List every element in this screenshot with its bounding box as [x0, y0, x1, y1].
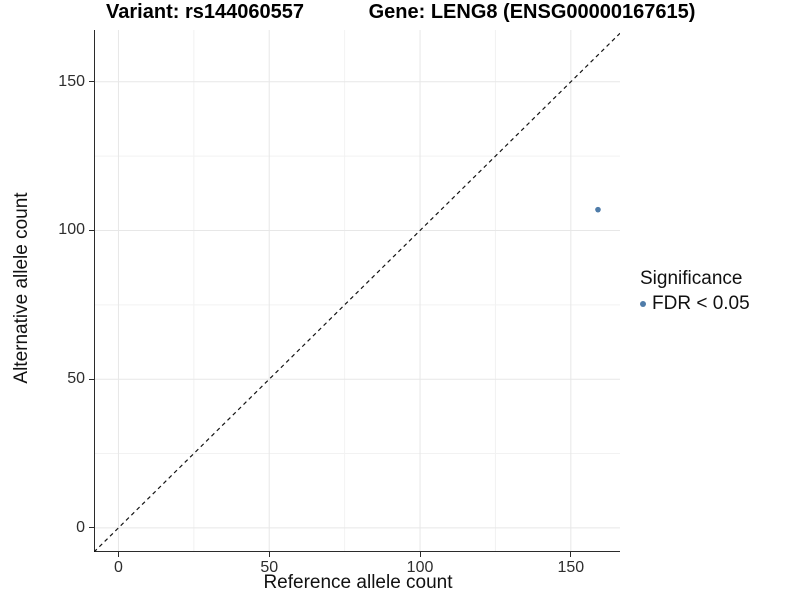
x-tick-mark: [117, 552, 119, 557]
y-tick-label: 0: [76, 518, 85, 536]
x-axis-title: Reference allele count: [263, 572, 453, 593]
chart-title-gene: Gene: LENG8 (ENSG00000167615): [368, 1, 696, 23]
x-tick-mark: [570, 552, 572, 557]
legend-entry: FDR < 0.05: [640, 293, 750, 315]
y-tick-mark: [89, 81, 94, 83]
y-tick-mark: [89, 527, 94, 529]
legend: Significance FDR < 0.05: [640, 268, 750, 315]
x-tick-label: 100: [406, 559, 434, 576]
x-tick-label: 0: [113, 559, 123, 576]
data-point: [595, 206, 601, 213]
y-tick-label: 150: [58, 72, 85, 90]
legend-entry-label: FDR < 0.05: [652, 293, 750, 314]
x-tick-mark: [419, 552, 421, 557]
y-tick-label: 50: [67, 370, 85, 388]
x-tick-label: 150: [557, 559, 585, 576]
plot-canvas: [94, 30, 620, 552]
y-tick-mark: [89, 229, 94, 231]
identity-line: [94, 32, 620, 552]
y-tick-mark: [89, 378, 94, 380]
plot-panel: [94, 30, 620, 552]
y-tick-label: 100: [58, 221, 85, 239]
y-axis-title: Alternative allele count: [11, 192, 32, 384]
x-tick-label: 50: [260, 559, 279, 576]
x-tick-mark: [268, 552, 270, 557]
legend-point-icon: [640, 301, 646, 307]
legend-title: Significance: [640, 268, 743, 289]
chart-title-variant: Variant: rs144060557: [106, 1, 304, 23]
